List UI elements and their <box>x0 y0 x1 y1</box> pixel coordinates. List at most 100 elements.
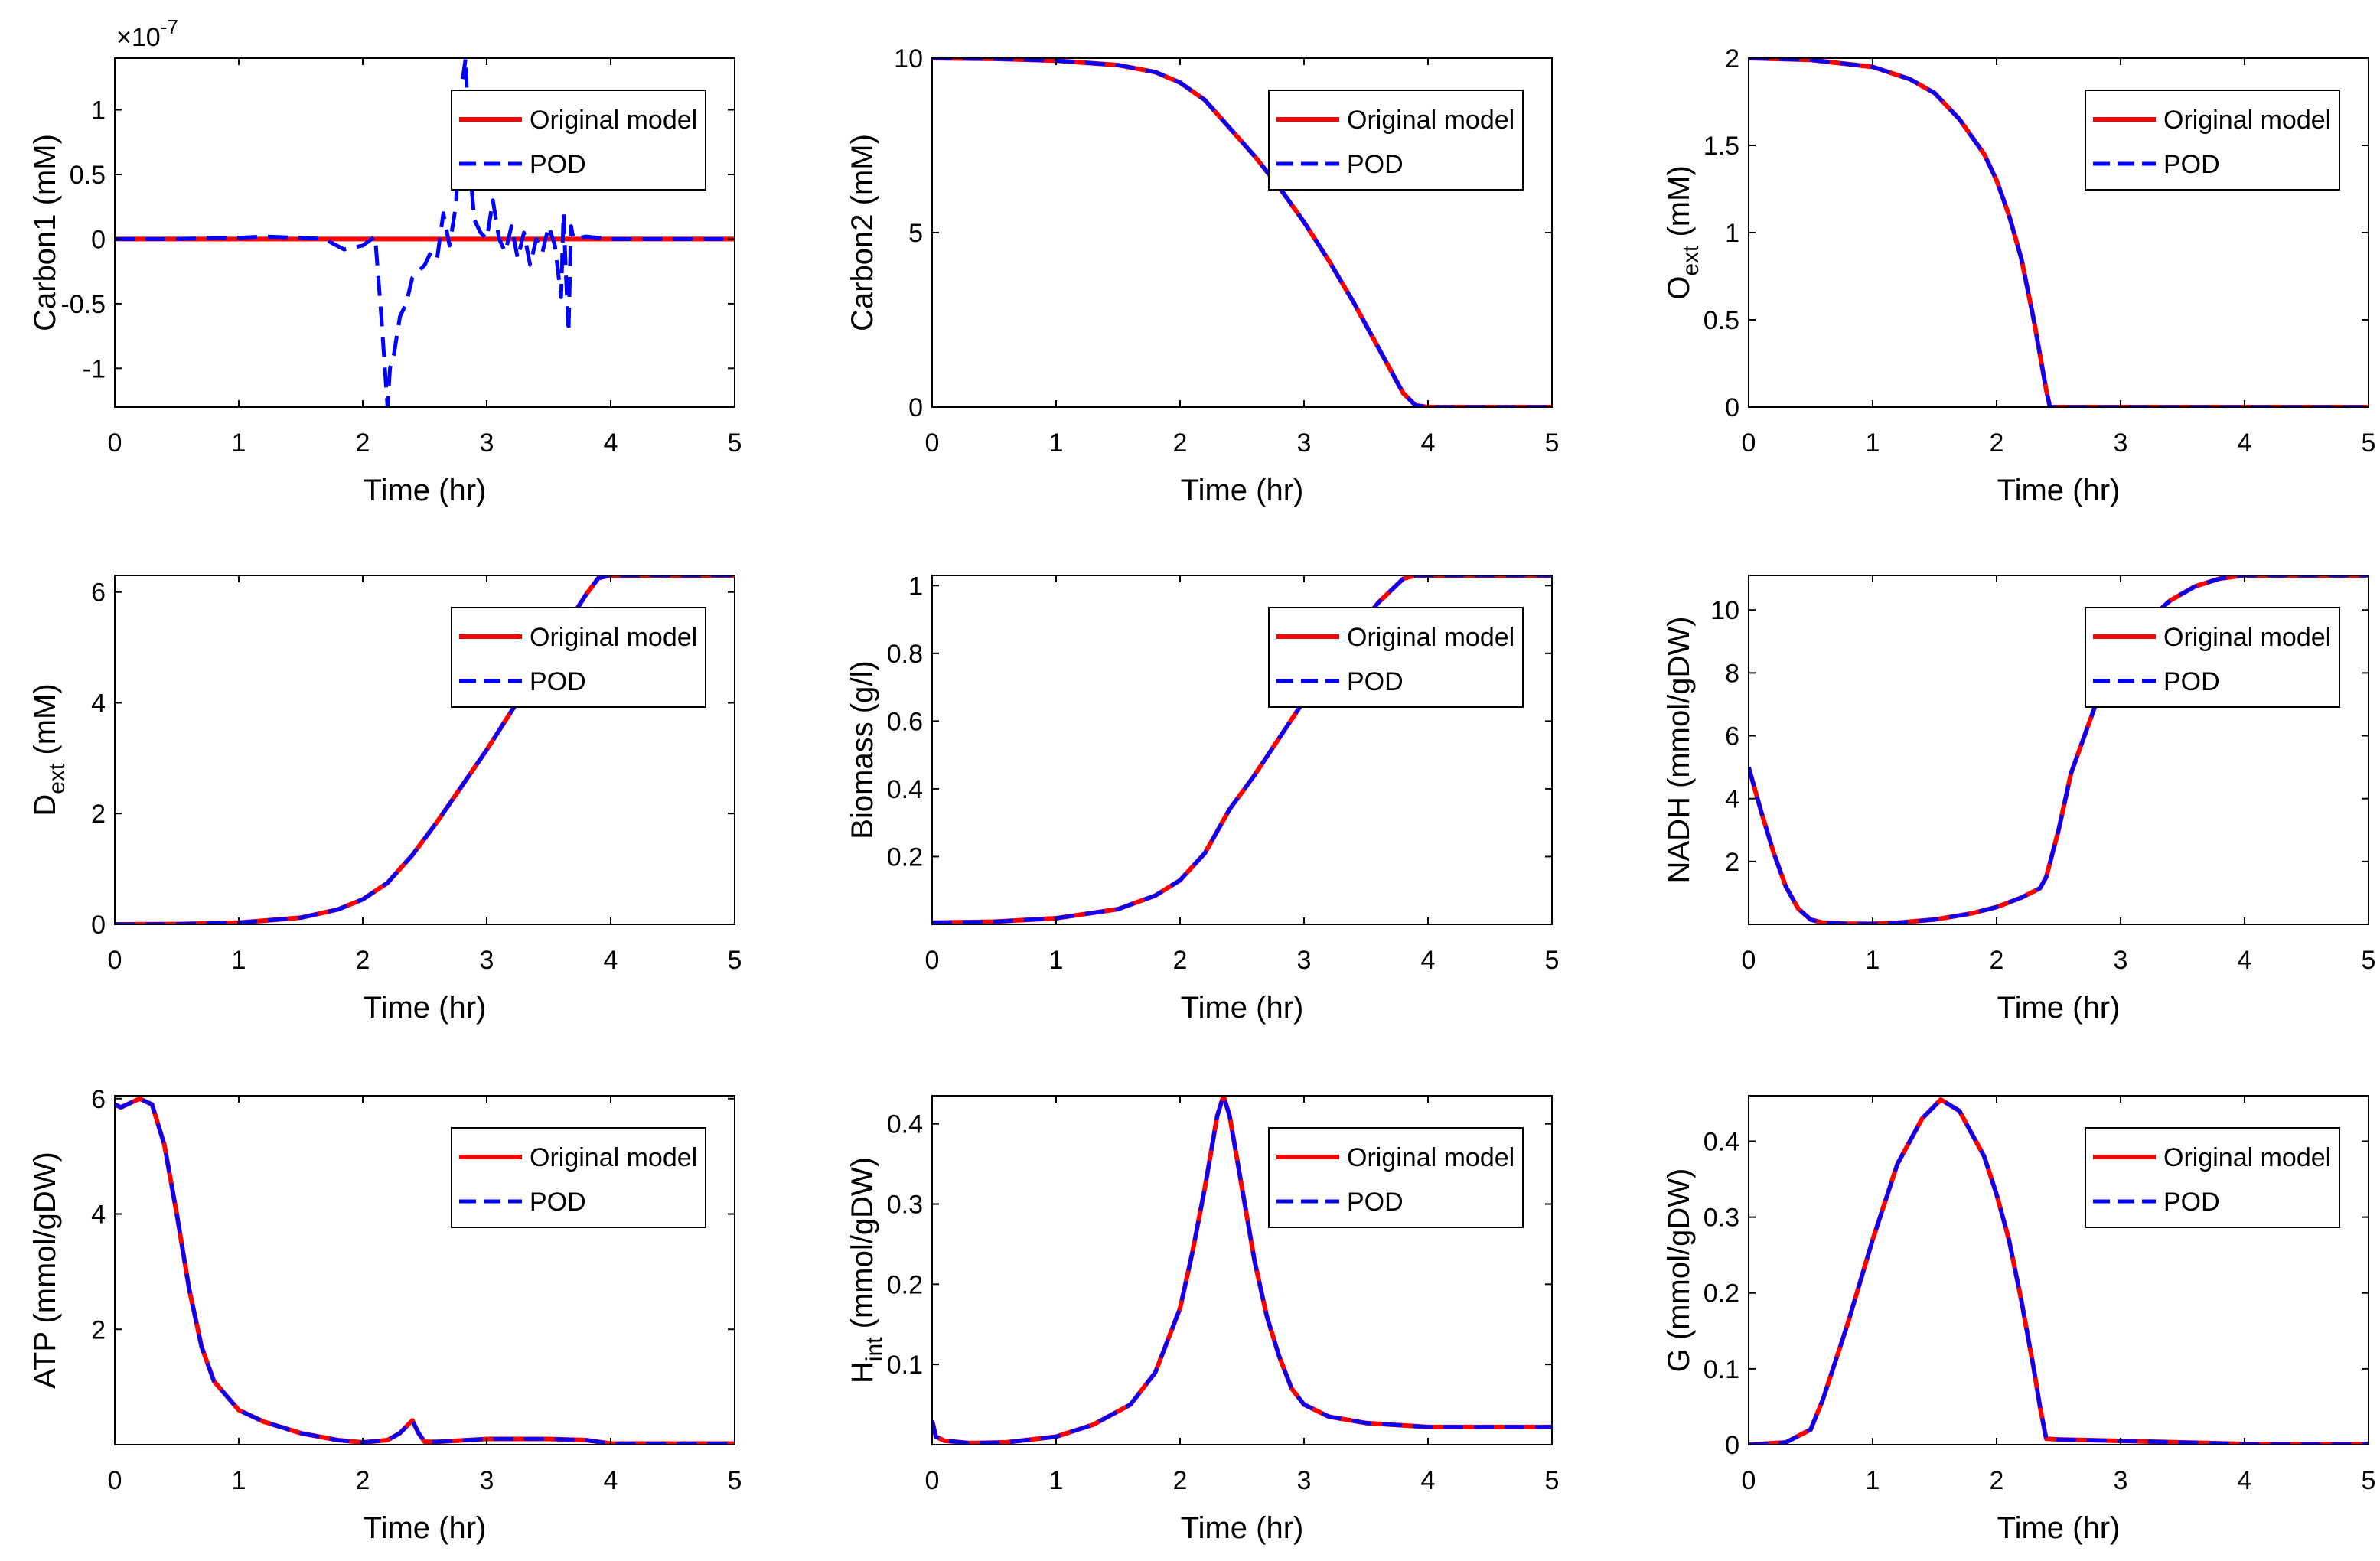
x-tick-label: 4 <box>1421 429 1436 458</box>
y-axis-label-subscript: ext <box>44 763 70 794</box>
axes-box <box>114 57 735 408</box>
x-axis-label: Time (hr) <box>364 991 487 1025</box>
axes-box <box>931 1095 1553 1445</box>
y-axis-label: Biomass (g/l) <box>846 660 879 839</box>
legend-label-pod: POD <box>1347 667 1404 696</box>
legend-label-original: Original model <box>2163 106 2331 135</box>
y-tick-label: 0 <box>1725 393 1739 422</box>
x-axis-label: Time (hr) <box>1997 1511 2121 1545</box>
x-tick-label: 4 <box>2238 429 2252 458</box>
x-tick-label: 5 <box>2362 1466 2376 1495</box>
y-axis-label-main: H <box>846 1361 879 1383</box>
legend-label-pod: POD <box>1347 1188 1404 1217</box>
x-tick-label: 1 <box>232 429 246 458</box>
x-tick-label: 5 <box>728 1466 742 1495</box>
x-axis-label: Time (hr) <box>1181 1511 1304 1545</box>
y-axis-label: Carbon1 (mM) <box>28 134 62 331</box>
y-axis-label-main: ATP (mmol/gDW) <box>28 1152 62 1389</box>
series-line-pod <box>932 1096 1552 1445</box>
x-tick-label: 4 <box>1421 946 1436 975</box>
legend: Original model POD <box>451 1127 706 1228</box>
legend: Original model POD <box>1268 1127 1524 1228</box>
y-tick-label: 0.5 <box>70 161 106 190</box>
x-tick-label: 2 <box>1173 429 1188 458</box>
y-tick-label: 0.5 <box>1703 306 1739 335</box>
legend-label-pod: POD <box>530 1188 586 1217</box>
y-axis-label-units: (mM) <box>28 683 62 763</box>
x-tick-label: 0 <box>925 1466 940 1495</box>
x-axis-label: Time (hr) <box>1997 991 2121 1025</box>
x-tick-label: 5 <box>2362 429 2376 458</box>
y-tick-label: 0 <box>908 393 923 422</box>
legend: Original model POD <box>451 90 706 191</box>
chart-panel-9: 0 1 2 3 4 5 0 0.1 0.2 0.3 0.4 Time (hr) G (mmol/gDW)… <box>1662 1095 2376 1545</box>
x-tick-label: 2 <box>1990 946 2004 975</box>
x-tick-label: 3 <box>480 946 494 975</box>
y-tick-label: 0 <box>91 911 106 940</box>
legend: Original model POD <box>2085 1127 2340 1228</box>
y-tick-label: 6 <box>91 1085 106 1114</box>
y-tick-label: 2 <box>1725 44 1739 73</box>
x-tick-label: 1 <box>1049 946 1064 975</box>
y-tick-label: 0.2 <box>887 842 923 872</box>
y-axis-label: Dext (mM) <box>28 683 70 816</box>
x-tick-label: 1 <box>232 1466 246 1495</box>
x-tick-label: 5 <box>2362 946 2376 975</box>
x-tick-label: 5 <box>1545 1466 1560 1495</box>
y-tick-label: 5 <box>908 219 923 248</box>
legend-label-original: Original model <box>1347 1143 1514 1172</box>
y-tick-label: 0.8 <box>887 640 923 669</box>
x-tick-label: 3 <box>1297 429 1312 458</box>
y-tick-label: 0.6 <box>887 707 923 736</box>
y-exponent-label: ×10-7 <box>116 15 178 52</box>
x-tick-label: 4 <box>604 1466 618 1495</box>
y-axis-label-main: Carbon2 (mM) <box>846 134 879 331</box>
x-tick-label: 0 <box>925 946 940 975</box>
chart-panel-3: 0 1 2 3 4 5 0 0.5 1 1.5 2 Time (hr) Oext (mM) Origina… <box>1662 44 2375 507</box>
legend: Original model POD <box>451 607 706 708</box>
chart-panel-6: 0 1 2 3 4 5 2 4 6 8 10 Time (hr) NADH (mmol/gDW) Orig… <box>1662 575 2375 1025</box>
y-tick-label: 10 <box>1710 596 1739 625</box>
series-line-pod <box>115 1097 735 1445</box>
legend-label-pod: POD <box>1347 150 1404 179</box>
y-exponent-base: ×10 <box>116 23 161 52</box>
chart-panel-1: 0 1 2 3 4 5 -1 -0.5 0 0.5 1 Time (hr) Carbon1 (mM) ×1… <box>28 15 742 507</box>
x-tick-label: 3 <box>2114 946 2128 975</box>
legend-label-pod: POD <box>2163 667 2220 696</box>
y-tick-label: 6 <box>1725 722 1739 751</box>
y-tick-label: 0.1 <box>1703 1355 1739 1384</box>
x-tick-label: 5 <box>1545 946 1560 975</box>
legend-box <box>451 607 706 708</box>
legend-label-original: Original model <box>2163 1143 2331 1172</box>
y-axis-label-subscript: ext <box>1678 245 1703 276</box>
x-tick-label: 0 <box>1742 429 1756 458</box>
y-tick-label: 2 <box>1725 848 1739 877</box>
x-tick-label: 3 <box>480 429 494 458</box>
y-tick-label: 4 <box>91 689 106 718</box>
y-tick-label: 1.5 <box>1703 132 1739 161</box>
axes-box <box>114 575 735 925</box>
x-tick-label: 2 <box>1173 946 1188 975</box>
x-tick-label: 3 <box>2114 1466 2128 1495</box>
axes-box <box>1748 575 2369 925</box>
legend-label-original: Original model <box>1347 106 1514 135</box>
x-tick-label: 4 <box>1421 1466 1436 1495</box>
x-tick-label: 3 <box>2114 429 2128 458</box>
y-axis-label-units: (mM) <box>1662 165 1696 245</box>
y-axis-label-main: D <box>28 794 62 816</box>
x-tick-label: 4 <box>604 429 618 458</box>
y-axis-label: Carbon2 (mM) <box>846 134 879 331</box>
x-tick-label: 0 <box>108 946 122 975</box>
legend-box <box>2085 1127 2340 1228</box>
legend: Original model POD <box>1268 607 1524 708</box>
legend-label-original: Original model <box>530 106 697 135</box>
y-tick-label: 0.4 <box>887 1110 923 1139</box>
y-tick-label: 2 <box>91 800 106 829</box>
y-tick-label: 0.3 <box>1703 1204 1739 1233</box>
y-tick-label: 0.2 <box>887 1270 923 1299</box>
y-axis-label-main: NADH (mmol/gDW) <box>1662 617 1696 884</box>
legend: Original model POD <box>2085 90 2340 191</box>
x-tick-label: 1 <box>232 946 246 975</box>
chart-panel-5: 0 1 2 3 4 5 0.2 0.4 0.6 0.8 1 Time (hr) Biomass (g/l… <box>846 572 1559 1025</box>
